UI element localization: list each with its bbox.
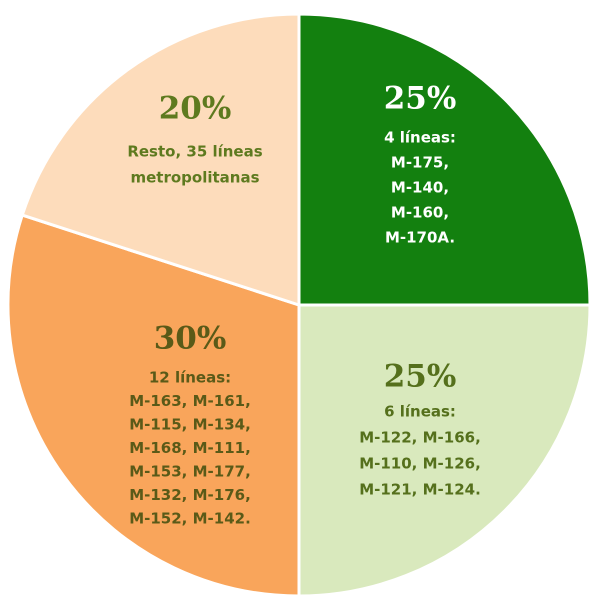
percent-label: 30% <box>154 321 227 357</box>
slice-description: M-121, M-124. <box>359 481 481 499</box>
slice-description: M-132, M-176, <box>129 486 251 504</box>
pie-slice <box>6 213 301 598</box>
slice-description: M-163, M-161, <box>129 392 251 410</box>
slice-description: M-175, <box>391 154 449 172</box>
slice-description: M-140, <box>391 179 449 197</box>
slice-description: M-110, M-126, <box>359 455 481 473</box>
percent-label: 25% <box>384 359 457 395</box>
slice-description: M-152, M-142. <box>129 510 251 528</box>
slice-description: M-153, M-177, <box>129 463 251 481</box>
pie-slice <box>297 12 591 307</box>
slice-description: M-168, M-111, <box>129 439 251 457</box>
slice-description: M-170A. <box>385 229 455 247</box>
slice-description: M-122, M-166, <box>359 429 481 447</box>
slice-description: Resto, 35 líneas <box>127 143 262 161</box>
pie-slice <box>20 12 301 308</box>
pie-slice <box>297 303 591 598</box>
percent-label: 20% <box>159 91 232 127</box>
slice-description: M-115, M-134, <box>129 416 251 434</box>
slice-description: metropolitanas <box>130 169 259 187</box>
percent-label: 25% <box>384 81 457 117</box>
slice-description: 4 líneas: <box>384 129 456 147</box>
slice-description: M-160, <box>391 204 449 222</box>
slice-description: 12 líneas: <box>149 369 231 387</box>
slice-description: 6 líneas: <box>384 403 456 421</box>
